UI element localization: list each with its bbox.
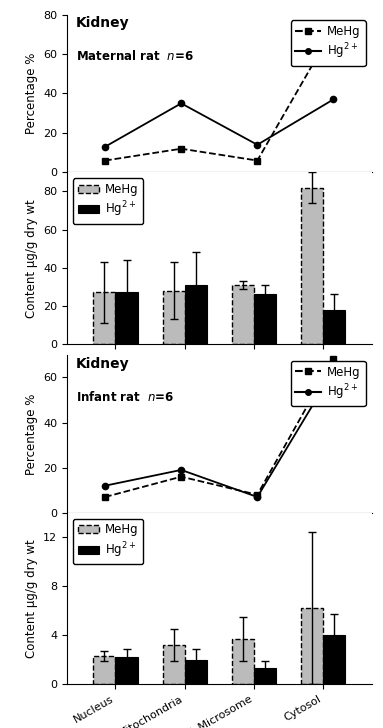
Legend: MeHg, Hg$^{2+}$: MeHg, Hg$^{2+}$ [73,178,143,224]
Bar [115,657,137,684]
MeHg [331,24,336,33]
Bar [162,645,185,684]
Bar [162,290,185,344]
Y-axis label: Percentage %: Percentage % [25,53,38,134]
MeHg [255,491,260,499]
Hg$^{2+}$ [179,465,183,474]
Line: Hg$^{2+}$: Hg$^{2+}$ [102,96,337,150]
Bar [185,660,207,684]
Bar [93,293,115,344]
Hg$^{2+}$ [103,481,107,490]
Y-axis label: Content μg/g dry wt: Content μg/g dry wt [25,539,38,658]
MeHg [103,493,107,502]
Y-axis label: Content μg/g dry wt: Content μg/g dry wt [25,199,38,317]
Line: Hg$^{2+}$: Hg$^{2+}$ [102,368,337,500]
MeHg [179,144,183,153]
Bar [93,656,115,684]
Bar [232,285,254,344]
Hg$^{2+}$ [331,366,336,375]
Bar [232,639,254,684]
Bar [301,609,323,684]
Legend: MeHg, Hg$^{2+}$: MeHg, Hg$^{2+}$ [73,518,143,564]
Hg$^{2+}$ [179,99,183,108]
Bar [185,285,207,344]
Line: MeHg: MeHg [102,25,337,164]
MeHg [103,157,107,165]
Text: Maternal rat  $\it{n}$=6: Maternal rat $\it{n}$=6 [76,50,194,63]
Bar [254,294,276,344]
MeHg [179,472,183,481]
MeHg [255,157,260,165]
Legend: MeHg, Hg$^{2+}$: MeHg, Hg$^{2+}$ [291,20,366,66]
Hg$^{2+}$ [255,141,260,149]
Text: Kidney: Kidney [76,357,130,371]
Y-axis label: Percentage %: Percentage % [25,393,38,475]
Bar [323,636,345,684]
Bar [115,293,137,344]
Bar [254,668,276,684]
Legend: MeHg, Hg$^{2+}$: MeHg, Hg$^{2+}$ [291,361,366,406]
Text: Infant rat  $\it{n}$=6: Infant rat $\it{n}$=6 [76,389,174,403]
Line: MeHg: MeHg [102,356,337,500]
Hg$^{2+}$ [103,143,107,151]
Bar [301,188,323,344]
MeHg [331,355,336,364]
Text: Kidney: Kidney [76,16,130,30]
Bar [323,309,345,344]
Hg$^{2+}$ [331,95,336,104]
Hg$^{2+}$ [255,493,260,502]
